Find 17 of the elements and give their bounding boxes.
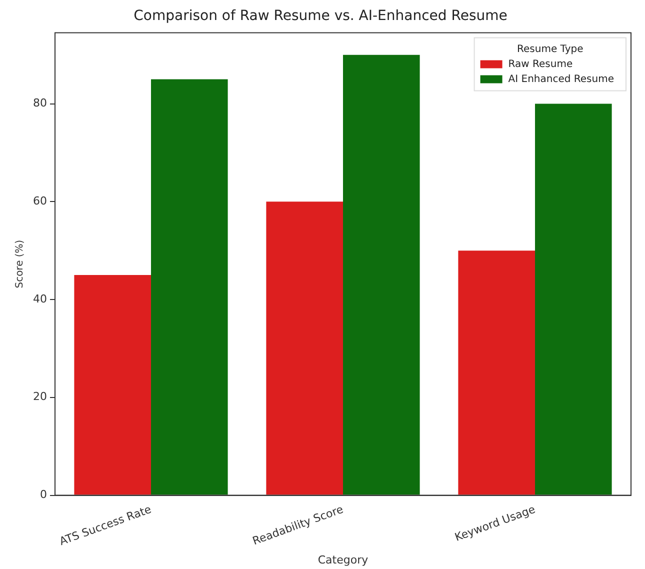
y-tick-label: 0 bbox=[40, 488, 47, 502]
bar bbox=[458, 250, 535, 495]
y-tick-label: 40 bbox=[32, 292, 47, 306]
y-axis-title: Score (%) bbox=[14, 240, 26, 288]
legend-title: Resume Type bbox=[517, 44, 584, 55]
bar bbox=[343, 54, 420, 495]
x-axis-title: Category bbox=[318, 553, 369, 566]
legend-label: AI Enhanced Resume bbox=[508, 74, 614, 85]
chart-title: Comparison of Raw Resume vs. AI-Enhanced Resume bbox=[134, 8, 508, 24]
y-tick-label: 60 bbox=[32, 194, 47, 208]
bar bbox=[74, 275, 151, 495]
y-tick-label: 80 bbox=[32, 96, 47, 110]
bar bbox=[535, 104, 612, 495]
bar bbox=[151, 79, 228, 495]
bar bbox=[266, 202, 343, 495]
legend-label: Raw Resume bbox=[508, 58, 573, 70]
y-tick-label: 20 bbox=[32, 390, 47, 404]
